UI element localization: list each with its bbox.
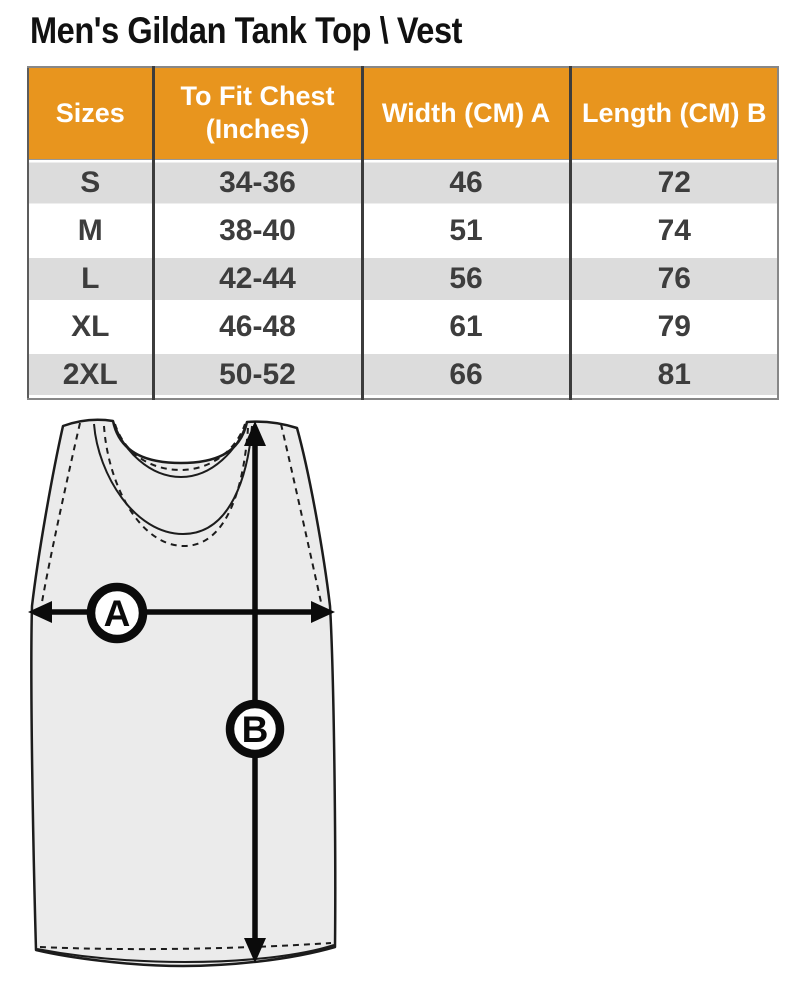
right-armhole-stitch <box>280 423 322 603</box>
front-scoop-stitch <box>103 425 249 548</box>
table-row-m: M 38-40 51 74 <box>28 207 778 255</box>
length-badge-label: B <box>242 709 269 750</box>
width-arrow-right-head <box>311 601 335 623</box>
tank-outline <box>30 418 337 968</box>
neck-band-stitch <box>114 423 246 472</box>
header-row: Sizes To Fit Chest (Inches) Width (CM) A… <box>28 67 778 160</box>
chest-cell: 34-36 <box>151 159 362 207</box>
size-cell: XL <box>28 303 153 351</box>
size-cell: L <box>28 255 153 303</box>
left-armhole-stitch <box>41 422 81 603</box>
width-badge-circle <box>86 582 148 644</box>
size-chart-table: Sizes To Fit Chest (Inches) Width (CM) A… <box>27 66 779 400</box>
front-scoop-seam <box>93 423 253 536</box>
width-cell: 56 <box>360 255 570 303</box>
table-row-l: L 42-44 56 76 <box>28 255 778 303</box>
page-title: Men's Gildan Tank Top \ Vest <box>30 10 463 51</box>
table-row-xl: XL 46-48 61 79 <box>28 303 778 351</box>
header-chest: To Fit Chest (Inches) <box>151 67 362 160</box>
width-cell: 46 <box>360 159 570 207</box>
header-length: Length (CM) B <box>568 67 778 160</box>
width-badge-label: A <box>104 593 131 634</box>
chest-cell: 38-40 <box>151 207 362 255</box>
header-sizes: Sizes <box>28 67 153 160</box>
size-cell: M <box>28 207 153 255</box>
length-cell: 79 <box>568 303 778 351</box>
length-badge-circle <box>225 699 285 759</box>
hem-fold-line <box>36 944 335 964</box>
width-cell: 61 <box>360 303 570 351</box>
chest-cell: 46-48 <box>151 303 362 351</box>
width-cell: 66 <box>360 351 570 399</box>
hem-stitch <box>39 942 332 951</box>
table-row-s: S 34-36 46 72 <box>28 159 778 207</box>
width-arrow-left-head <box>28 601 52 623</box>
length-arrow-bottom-head <box>244 938 266 963</box>
tank-top-diagram: A B <box>28 418 337 968</box>
size-cell: 2XL <box>28 351 153 399</box>
length-cell: 81 <box>568 351 778 399</box>
header-width: Width (CM) A <box>360 67 570 160</box>
size-cell: S <box>28 159 153 207</box>
length-cell: 76 <box>568 255 778 303</box>
chest-cell: 50-52 <box>151 351 362 399</box>
chest-cell: 42-44 <box>151 255 362 303</box>
table-row-2xl: 2XL 50-52 66 81 <box>28 351 778 399</box>
length-arrow-top-head <box>244 421 266 446</box>
width-cell: 51 <box>360 207 570 255</box>
length-cell: 74 <box>568 207 778 255</box>
length-cell: 72 <box>568 159 778 207</box>
